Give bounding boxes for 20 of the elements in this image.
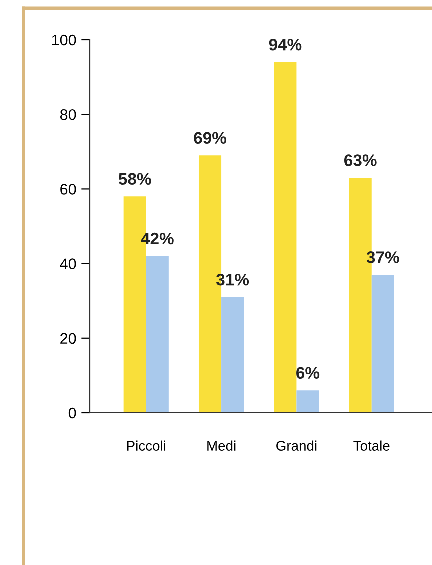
x-tick-label: Grandi [276, 440, 317, 451]
bar [146, 256, 169, 413]
x-tick-label: Medi [208, 440, 236, 451]
y-tick-label: 60 [60, 184, 76, 195]
data-label: 63% [344, 154, 377, 166]
bar [372, 274, 394, 413]
x-tick-label: Totale [354, 440, 390, 451]
y-tick-label: 0 [68, 408, 76, 419]
bar [274, 62, 297, 413]
bar [296, 390, 320, 413]
bar [222, 297, 244, 413]
y-tick-label: 20 [60, 333, 76, 344]
y-tick-label: 100 [52, 34, 76, 46]
data-label: 6% [296, 367, 320, 379]
data-label: 69% [194, 132, 227, 144]
y-tick-label: 40 [60, 258, 76, 270]
data-label: 58% [118, 173, 152, 186]
data-label: 94% [269, 38, 302, 51]
x-tick-label: Piccoli [127, 440, 166, 451]
y-tick-label: 80 [60, 109, 76, 120]
